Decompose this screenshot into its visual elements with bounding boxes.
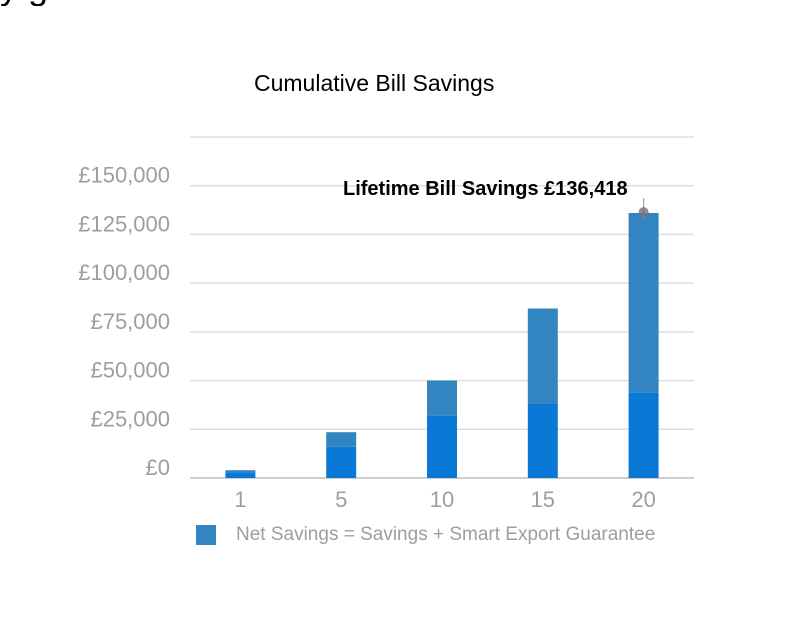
bar-segment-1 xyxy=(326,446,357,478)
x-tick-label: 10 xyxy=(430,487,454,512)
annotation: Lifetime Bill Savings £136,418 xyxy=(343,178,649,219)
bar-segment-1 xyxy=(225,472,256,478)
bar-segment-2 xyxy=(326,432,357,447)
bar-segment-2 xyxy=(527,308,558,404)
x-tick-label: 1 xyxy=(234,487,246,512)
bar-segment-1 xyxy=(628,392,659,478)
annotation-label: Lifetime Bill Savings £136,418 xyxy=(343,178,628,200)
chart-legend: Net Savings = Savings + Smart Export Gua… xyxy=(196,524,655,546)
x-tick-label: 15 xyxy=(531,487,555,512)
x-tick-label: 5 xyxy=(335,487,347,512)
grid-lines xyxy=(190,136,694,479)
page-heading-partial: y g xyxy=(0,0,796,6)
chart-title: Cumulative Bill Savings xyxy=(254,70,495,96)
y-tick-label: £0 xyxy=(146,455,170,480)
legend-label: Net Savings = Savings + Smart Export Gua… xyxy=(236,524,656,545)
bar-segment-1 xyxy=(427,415,457,478)
bar-segment-2 xyxy=(427,380,457,416)
y-tick-label: £150,000 xyxy=(78,163,170,188)
x-tick-label: 20 xyxy=(631,487,655,512)
y-tick-label: £75,000 xyxy=(90,309,170,334)
x-axis-tick-labels: 1 5 10 15 20 xyxy=(234,487,656,512)
y-tick-label: £125,000 xyxy=(78,211,170,236)
bar-segment-2 xyxy=(628,212,659,393)
bar-segment-2 xyxy=(225,470,256,473)
bar-segment-1 xyxy=(527,403,558,478)
y-tick-label: £100,000 xyxy=(78,260,170,285)
legend-swatch xyxy=(196,525,216,545)
y-tick-label: £25,000 xyxy=(90,406,170,431)
y-axis-tick-labels: £0 £25,000 £50,000 £75,000 £100,000 £125,000 £… xyxy=(78,163,170,480)
bars xyxy=(225,212,659,478)
annotation-marker xyxy=(638,207,649,218)
y-tick-label: £50,000 xyxy=(90,358,170,383)
